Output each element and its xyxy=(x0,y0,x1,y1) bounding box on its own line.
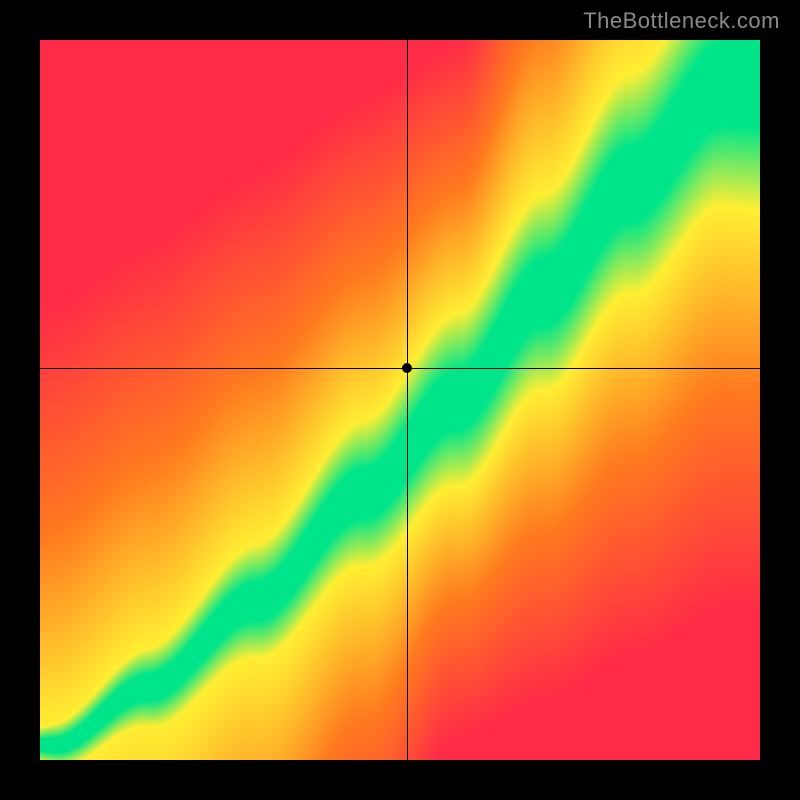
bottleneck-heatmap xyxy=(40,40,760,760)
crosshair-marker xyxy=(402,363,412,373)
crosshair-vertical xyxy=(407,40,408,760)
crosshair-horizontal xyxy=(40,368,760,369)
heatmap-canvas xyxy=(40,40,760,760)
watermark: TheBottleneck.com xyxy=(583,8,780,34)
